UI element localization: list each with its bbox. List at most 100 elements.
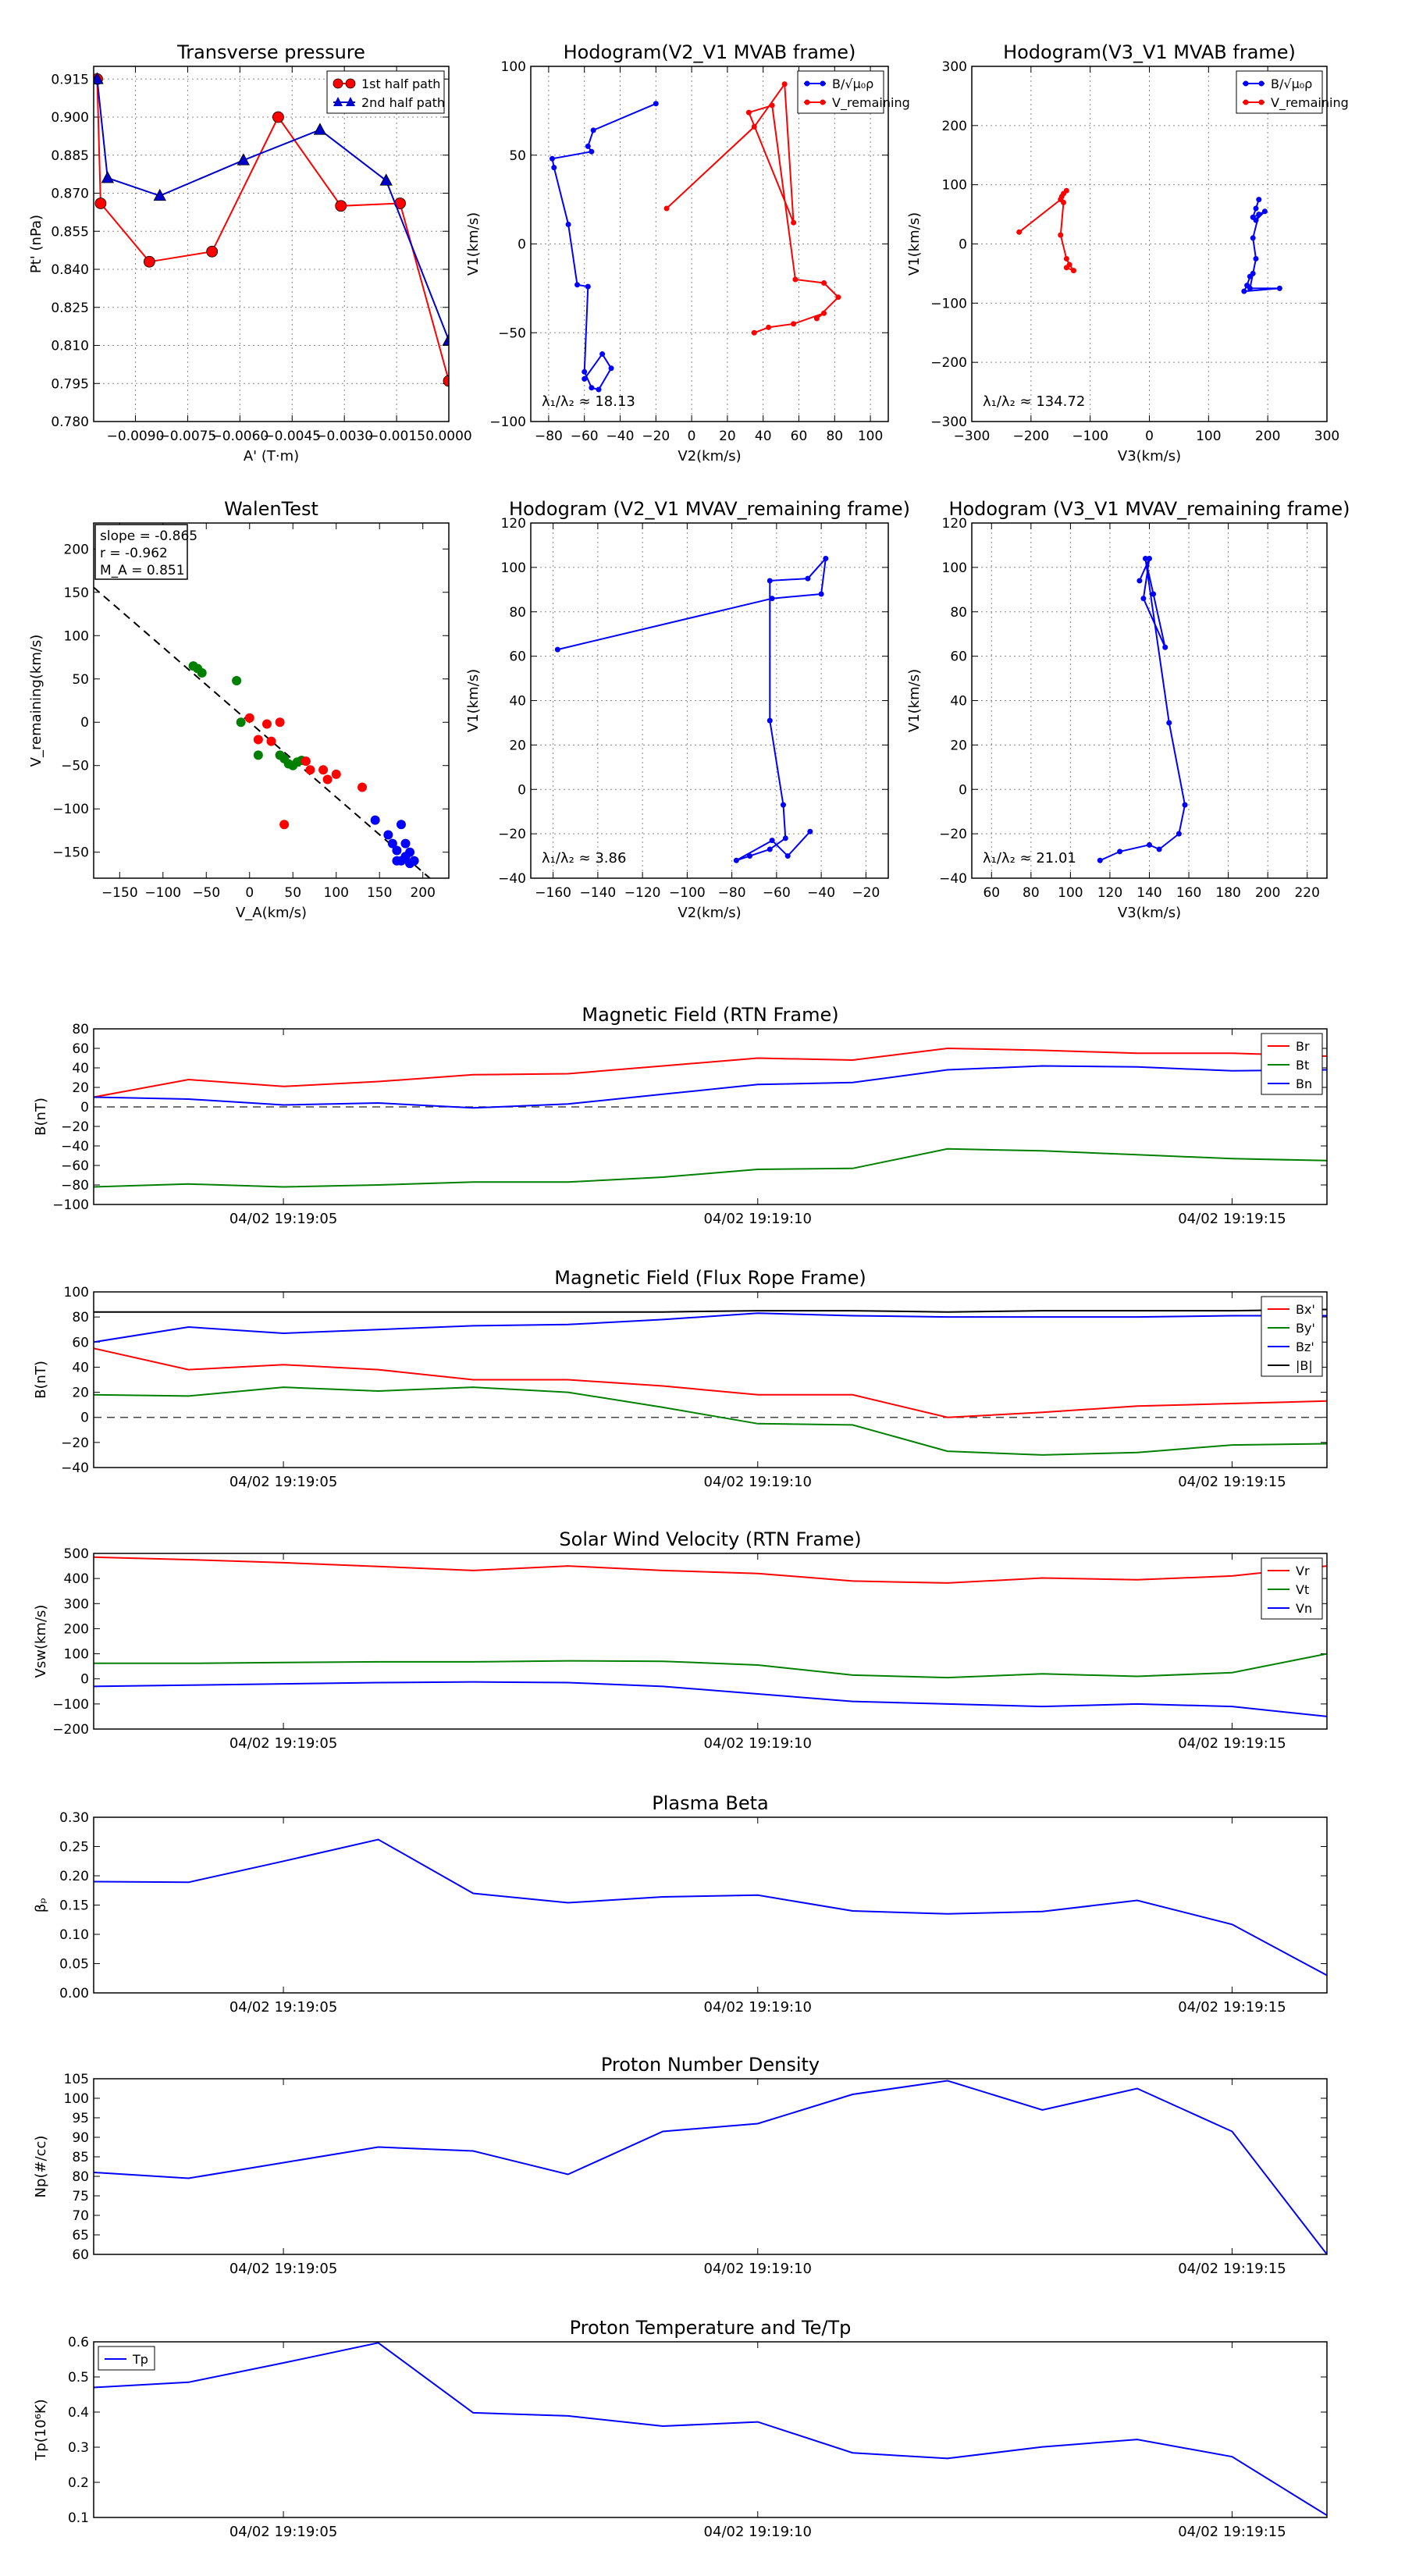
chart-h2: Hodogram(V2_V1 MVAB frame) −80 −60 −40 −20 0 2… (465, 41, 910, 464)
data-point (549, 155, 555, 162)
x-tick-label: −300 (954, 429, 991, 444)
series-line-Br (94, 1047, 1327, 1098)
x-tick-label: 04/02 19:19:10 (704, 1211, 812, 1227)
series-line-Vr (94, 1556, 1327, 1584)
x-tick-label: 100 (1058, 885, 1083, 901)
series-line-Tp (94, 2342, 1327, 2517)
legend-label: By' (1296, 1321, 1315, 1336)
y-tick-label: −60 (61, 1158, 89, 1174)
series-line-beta (94, 1838, 1327, 1976)
data-point (331, 769, 341, 779)
y-tick-label: −80 (61, 1178, 89, 1194)
x-tick-label: −100 (144, 885, 181, 901)
x-tick-label: −0.0045 (263, 429, 321, 444)
x-tick-label: 180 (1215, 885, 1240, 901)
data-point (1147, 841, 1152, 848)
data-point (301, 756, 311, 767)
data-point (1140, 596, 1147, 602)
data-point (442, 333, 449, 346)
data-point (236, 717, 246, 728)
legend-label: 1st half path (361, 76, 440, 91)
data-point (782, 835, 788, 841)
x-tick-label: 200 (1255, 429, 1280, 444)
y-tick-label: 200 (64, 1621, 89, 1637)
y-tick-label: 0.20 (59, 1869, 89, 1884)
y-tick-label: 0.00 (59, 1986, 89, 2001)
y-tick-label: 20 (950, 738, 967, 753)
legend-marker (1243, 80, 1249, 87)
axes-frame (93, 1553, 1328, 1730)
chart-title: WalenTest (224, 498, 318, 520)
data-point (206, 245, 219, 258)
data-point (821, 310, 827, 316)
annotation: λ₁/λ₂ ≈ 21.01 (983, 850, 1076, 866)
data-point (272, 111, 284, 123)
data-point (1070, 268, 1076, 274)
x-tick-label: 04/02 19:19:15 (1178, 2261, 1286, 2277)
x-tick-label: 60 (791, 429, 808, 444)
legend-marker (804, 99, 810, 105)
data-point (1253, 255, 1259, 262)
data-point (813, 315, 820, 322)
y-tick-label: 20 (72, 1080, 89, 1096)
data-point (305, 765, 315, 775)
axes-frame (93, 2078, 1328, 2255)
y-tick-label: 100 (64, 1647, 89, 1663)
chart-title: Proton Temperature and Te/Tp (570, 2317, 852, 2339)
legend-label: 2nd half path (361, 95, 445, 110)
y-tick-label: 400 (64, 1571, 89, 1587)
y-tick-label: 0.25 (59, 1840, 89, 1856)
x-tick-label: 200 (1255, 885, 1280, 901)
data-point (1063, 265, 1069, 271)
data-point (751, 123, 757, 130)
data-point (400, 838, 411, 849)
data-point (101, 171, 115, 183)
x-tick-label: 04/02 19:19:05 (229, 1999, 337, 2016)
x-tick-label: 04/02 19:19:10 (704, 2261, 812, 2277)
data-point (396, 820, 406, 830)
x-tick-label: −160 (535, 885, 571, 901)
x-tick-label: 04/02 19:19:05 (229, 1211, 337, 1227)
data-point (835, 294, 841, 301)
series-line-Vt (94, 1653, 1327, 1679)
data-point (554, 646, 560, 653)
y-tick-label: 0.2 (68, 2475, 89, 2491)
chart-brtn: Magnetic Field (RTN Frame) 04/02 19:19:05… (33, 1004, 1328, 1227)
y-tick-label: 0 (80, 715, 89, 731)
series-line-By' (94, 1386, 1327, 1456)
legend-label: Vr (1296, 1564, 1310, 1578)
y-tick-label: −20 (939, 827, 967, 842)
x-tick-label: 04/02 19:19:15 (1178, 2524, 1286, 2540)
chart-vsw: Solar Wind Velocity (RTN Frame) 04/02 19:… (33, 1528, 1328, 1752)
y-tick-label: −100 (52, 802, 89, 817)
x-tick-label: 04/02 19:19:10 (704, 2524, 812, 2540)
x-axis-label: V3(km/s) (1118, 448, 1181, 464)
data-point (1253, 205, 1259, 212)
data-point (805, 575, 811, 582)
x-tick-label: 220 (1294, 885, 1319, 901)
y-tick-label: −50 (498, 326, 526, 341)
data-point (792, 276, 799, 283)
axes-frame (93, 522, 450, 879)
x-tick-label: 04/02 19:19:05 (229, 1474, 337, 1490)
y-tick-label: 0.870 (51, 187, 89, 202)
chart-title: Hodogram(V2_V1 MVAB frame) (564, 41, 856, 63)
y-tick-label: 0 (80, 1672, 89, 1688)
y-axis-label: V1(km/s) (906, 669, 923, 732)
chart-tp: Proton Temperature and Te/Tp 04/02 19:19:… (33, 2317, 1328, 2540)
y-tick-label: −50 (61, 759, 89, 774)
plot-area (94, 2342, 1327, 2517)
x-tick-label: −0.0015 (368, 429, 425, 444)
data-point (589, 385, 595, 391)
legend: 1st half path 2nd half path (326, 70, 445, 114)
y-tick-label: 0.900 (51, 110, 89, 126)
series-line-Bt (94, 1147, 1327, 1188)
y-tick-label: −40 (61, 1139, 89, 1155)
data-point (585, 283, 591, 290)
legend-marker (1258, 80, 1264, 87)
chart-title: Plasma Beta (652, 1792, 768, 1814)
x-tick-label: −0.0060 (211, 429, 269, 444)
y-tick-label: 0.10 (59, 1927, 89, 1943)
x-tick-label: −40 (606, 429, 635, 444)
chart-h2r: Hodogram (V2_V1 MVAV_remaining frame) −16… (465, 498, 910, 921)
